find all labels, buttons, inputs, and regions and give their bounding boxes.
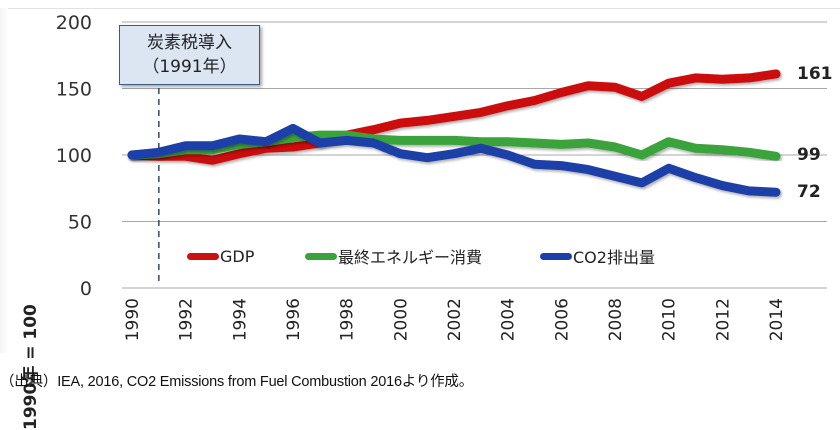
y-tick-label: 50 [68, 212, 92, 234]
callout-line-1: 炭素税導入 [120, 31, 259, 55]
y-tick-labels: 0 50 100 150 200 [56, 12, 92, 300]
x-tick-label: 1998 [338, 298, 358, 341]
x-tick-label: 2000 [391, 298, 411, 341]
series-lines [132, 74, 776, 192]
x-tick-label: 2002 [445, 298, 465, 341]
x-tick-label: 2004 [499, 298, 519, 341]
callout-line-2: （1991年） [120, 55, 259, 79]
x-tick-label: 2008 [606, 298, 626, 341]
y-tick-label: 200 [56, 12, 92, 34]
end-label-energy: 99 [797, 145, 821, 165]
legend-label-co2: CO2排出量 [573, 244, 655, 268]
y-tick-label: 100 [56, 145, 92, 167]
x-tick-label: 2012 [713, 298, 733, 341]
legend-item-co2: CO2排出量 [540, 246, 655, 266]
source-note: （出典）IEA, 2016, CO2 Emissions from Fuel C… [0, 370, 473, 391]
legend-label-gdp: GDP [220, 247, 254, 266]
end-label-co2: 72 [797, 182, 821, 202]
carbon-tax-callout: 炭素税導入 （1991年） [119, 25, 260, 85]
x-tick-label: 1990 [123, 298, 143, 341]
legend-swatch-energy [305, 253, 337, 260]
x-tick-label: 2006 [552, 298, 572, 341]
x-tick-labels: 1990 1992 1994 1996 1998 2000 2002 2004 2006 2008… [123, 298, 787, 341]
legend-item-energy: 最終エネルギー消費 [305, 246, 482, 266]
legend-swatch-gdp [187, 253, 219, 260]
legend-label-energy: 最終エネルギー消費 [338, 244, 482, 268]
legend-swatch-co2 [540, 253, 572, 260]
x-tick-label: 1992 [177, 298, 197, 341]
x-tick-label: 1996 [284, 298, 304, 341]
x-tick-label: 1994 [230, 298, 250, 341]
legend-item-gdp: GDP [187, 246, 254, 266]
x-tick-label: 2010 [660, 298, 680, 341]
y-tick-label: 0 [80, 278, 92, 300]
end-label-gdp: 161 [797, 64, 833, 84]
y-tick-label: 150 [56, 79, 92, 101]
x-tick-label: 2014 [767, 298, 787, 341]
y-axis-label: 1990年 = 100 [16, 230, 40, 430]
